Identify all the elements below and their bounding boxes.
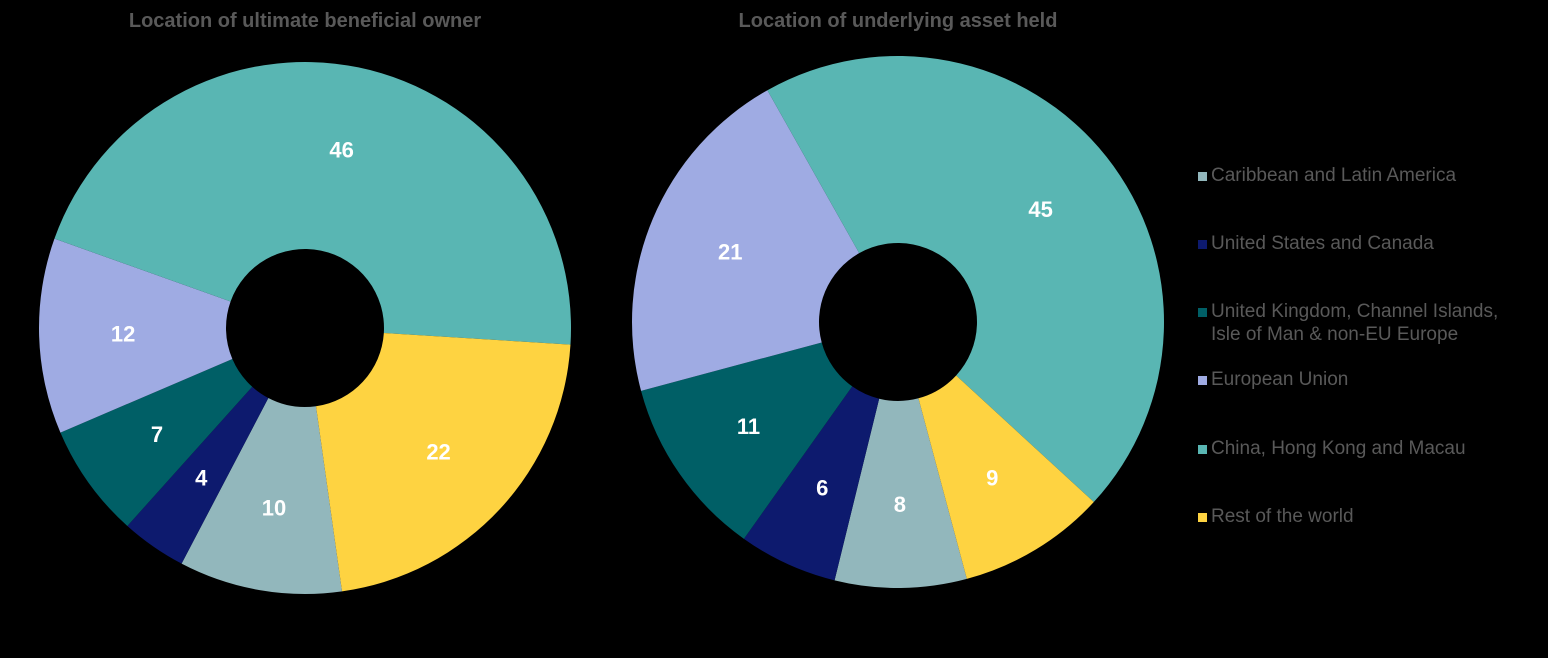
legend-item-eu: European Union [1198,368,1348,391]
data-label-owner-rest: 22 [426,440,450,465]
data-label-owner-uk-europe: 7 [151,422,163,447]
chart-title-owner: Location of ultimate beneficial owner [129,10,481,32]
legend-item-uk-europe: United Kingdom, Channel Islands, Isle of… [1198,300,1498,346]
slice-asset-caribbean [834,398,967,588]
legend-item-rest: Rest of the world [1198,505,1354,528]
slice-owner-us-canada [127,386,269,564]
data-label-asset-eu: 21 [718,239,742,264]
data-label-asset-uk-europe: 11 [737,414,760,439]
legend-swatch-us-canada [1198,240,1207,249]
slice-owner-caribbean [181,397,343,594]
legend-item-caribbean: Caribbean and Latin America [1198,164,1456,187]
legend-swatch-uk-europe [1198,308,1207,317]
data-label-owner-us-canada: 4 [195,465,208,490]
legend-swatch-rest [1198,513,1207,522]
slice-asset-uk-europe [641,342,853,539]
chart-title-asset: Location of underlying asset held [739,10,1058,32]
slice-owner-china [54,61,571,345]
legend-label-caribbean: Caribbean and Latin America [1211,165,1457,186]
data-label-asset-caribbean: 8 [894,492,906,517]
data-label-asset-us-canada: 6 [816,475,828,500]
data-label-asset-rest: 9 [986,466,998,491]
legend-item-china: China, Hong Kong and Macau [1198,437,1466,460]
legend-swatch-caribbean [1198,172,1207,181]
legend-label-rest: Rest of the world [1211,506,1354,527]
legend-swatch-eu [1198,376,1207,385]
slice-asset-us-canada [743,386,880,581]
legend-label-uk-europe: United Kingdom, Channel Islands, Isle of… [1211,301,1499,345]
donut-chart-asset: 8 6 11 21 45 9 [632,55,1165,588]
data-label-owner-china: 46 [329,138,353,163]
legend-label-china: China, Hong Kong and Macau [1211,438,1466,459]
slice-asset-rest [918,375,1094,579]
slice-owner-eu [38,238,233,433]
legend-item-us-canada: United States and Canada [1198,232,1434,255]
legend-label-eu: European Union [1211,369,1349,390]
data-label-asset-china: 45 [1028,197,1052,222]
data-label-owner-caribbean: 10 [262,495,286,520]
slice-owner-uk-europe [60,359,253,526]
legend-label-us-canada: United States and Canada [1211,233,1434,254]
slice-owner-rest [315,332,571,592]
slice-asset-eu [632,90,860,391]
donut-chart-owner: 10 4 7 12 46 22 [38,61,571,594]
legend-swatch-china [1198,445,1207,454]
data-label-owner-eu: 12 [111,322,135,347]
slice-asset-china [767,55,1165,503]
